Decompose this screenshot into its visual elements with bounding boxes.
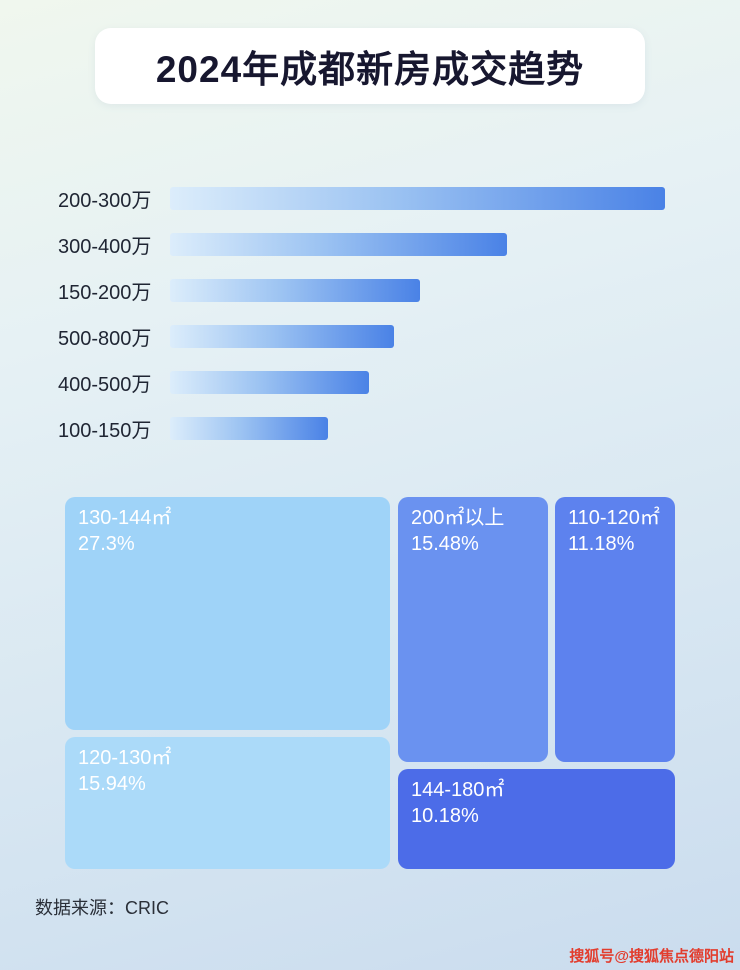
bar bbox=[170, 278, 420, 302]
bar-track bbox=[170, 370, 680, 394]
treemap-block-value: 11.18% bbox=[568, 533, 635, 555]
area-size-treemap: 130-144㎡ 27.3% 200㎡以上 15.48% 110-120㎡ 11… bbox=[65, 497, 675, 869]
bar-row: 300-400万 bbox=[58, 232, 680, 258]
page-title: 2024年成都新房成交趋势 bbox=[155, 49, 585, 90]
treemap-block-value: 15.48% bbox=[411, 533, 479, 555]
treemap-block-120-130: 120-130㎡ 15.94% bbox=[65, 737, 390, 869]
bar bbox=[170, 370, 369, 394]
bar bbox=[170, 324, 395, 348]
bar bbox=[170, 416, 329, 440]
bar bbox=[170, 232, 507, 256]
treemap-block-label: 110-120㎡ bbox=[568, 507, 660, 529]
treemap-block-label: 200㎡以上 bbox=[411, 507, 505, 529]
data-source-note: 数据来源：CRIC bbox=[35, 898, 169, 918]
treemap-block-130-144: 130-144㎡ 27.3% bbox=[65, 497, 390, 730]
treemap-block-label: 144-180㎡ bbox=[411, 779, 505, 801]
bar-row: 200-300万 bbox=[58, 186, 680, 212]
treemap-block-label: 120-130㎡ bbox=[78, 747, 172, 769]
treemap-block-label: 130-144㎡ bbox=[78, 507, 172, 529]
treemap-block-value: 27.3% bbox=[78, 533, 135, 555]
treemap-block-110-120: 110-120㎡ 11.18% bbox=[555, 497, 675, 762]
bar bbox=[170, 186, 665, 210]
bar-label: 150-200万 bbox=[58, 281, 152, 304]
bar-label: 200-300万 bbox=[58, 189, 152, 212]
bar-row: 100-150万 bbox=[58, 416, 680, 442]
bar-row: 150-200万 bbox=[58, 278, 680, 304]
price-range-bar-chart: 200-300万 300-400万 150-200万 500-800万 400-… bbox=[58, 186, 680, 462]
bar-track bbox=[170, 324, 680, 348]
bar-row: 500-800万 bbox=[58, 324, 680, 350]
treemap-block-value: 10.18% bbox=[411, 805, 479, 827]
bar-row: 400-500万 bbox=[58, 370, 680, 396]
bar-label: 400-500万 bbox=[58, 373, 152, 396]
treemap-block-200-plus: 200㎡以上 15.48% bbox=[398, 497, 548, 762]
title-card: 2024年成都新房成交趋势 bbox=[95, 28, 645, 104]
bar-track bbox=[170, 416, 680, 440]
treemap-block-value: 15.94% bbox=[78, 773, 146, 795]
watermark-text: 搜狐号@搜狐焦点德阳站 bbox=[569, 948, 734, 965]
bar-label: 100-150万 bbox=[58, 419, 152, 442]
bar-track bbox=[170, 186, 680, 210]
bar-label: 300-400万 bbox=[58, 235, 152, 258]
treemap-block-144-180: 144-180㎡ 10.18% bbox=[398, 769, 675, 869]
bar-track bbox=[170, 232, 680, 256]
bar-label: 500-800万 bbox=[58, 327, 152, 350]
bar-track bbox=[170, 278, 680, 302]
